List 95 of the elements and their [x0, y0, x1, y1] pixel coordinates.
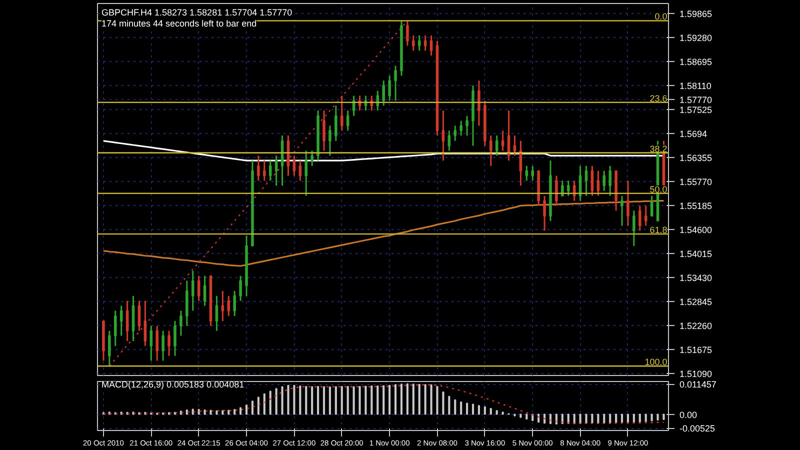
- candlestick: [162, 330, 164, 362]
- annotation: 38.2: [650, 144, 668, 154]
- y-tick-label: 1.54015: [680, 248, 712, 259]
- y-tick-label: 1.53430: [680, 272, 712, 283]
- candlestick: [454, 124, 457, 142]
- candlestick: [620, 195, 624, 227]
- candlestick: [382, 80, 385, 106]
- candlestick: [126, 300, 129, 342]
- candlestick: [590, 165, 594, 197]
- candlestick: [561, 180, 564, 197]
- y-tick-label: 1.51090: [680, 368, 712, 379]
- candlestick: [346, 110, 350, 132]
- candlestick: [531, 165, 534, 182]
- candlestick: [566, 180, 570, 197]
- candlestick: [376, 90, 380, 112]
- candlestick: [460, 120, 462, 136]
- candlestick: [501, 130, 504, 152]
- candlestick: [239, 275, 242, 302]
- candlestick: [197, 275, 200, 302]
- candlestick: [596, 170, 600, 197]
- annotation: 100.0: [644, 357, 668, 368]
- candlestick: [418, 34, 421, 52]
- y-tick-label: 1.52845: [680, 296, 712, 307]
- annotation: 23.6: [650, 93, 668, 104]
- candlestick: [340, 95, 344, 132]
- candlestick: [406, 20, 409, 46]
- candlestick: [650, 195, 654, 217]
- candlestick: [478, 80, 480, 126]
- candlestick: [233, 290, 236, 317]
- candlestick: [466, 115, 468, 136]
- candlestick: [328, 124, 332, 156]
- text: 174 minutes 44 seconds left to bar end: [102, 18, 257, 28]
- candlestick: [262, 160, 266, 182]
- candlestick: [150, 325, 153, 362]
- candlestick: [138, 300, 141, 332]
- candlestick: [608, 165, 612, 197]
- candlestick: [430, 34, 433, 56]
- y-tick-label: 1.55185: [680, 200, 712, 211]
- candlestick: [334, 104, 338, 142]
- y-tick-label: 1.57525: [680, 105, 712, 116]
- candlestick: [108, 330, 111, 367]
- y-tick-label: 1.5694: [680, 129, 708, 140]
- line-series: [102, 200, 665, 267]
- candlestick: [120, 305, 123, 336]
- candlestick: [495, 134, 498, 156]
- candlestick: [191, 270, 194, 312]
- y-tick-label: 1.54600: [680, 224, 712, 235]
- candlestick: [412, 34, 415, 52]
- y-tick-label: -0.00525: [680, 424, 716, 434]
- candlestick: [268, 160, 272, 182]
- candlestick: [180, 310, 182, 336]
- y-tick-label: 1.58695: [680, 57, 712, 68]
- candlestick: [322, 110, 326, 152]
- candlestick: [489, 134, 492, 167]
- candlestick: [203, 275, 206, 307]
- candlestick: [602, 170, 606, 192]
- y-tick-label: 1.57770: [680, 94, 712, 105]
- candlestick: [448, 130, 451, 152]
- candlestick: [304, 150, 308, 197]
- y-tick-label: 1.56355: [680, 153, 712, 164]
- annotation: 50.0: [650, 184, 668, 194]
- y-tick-label: 0.00: [680, 410, 698, 420]
- candlestick: [638, 204, 642, 232]
- candlestick: [442, 110, 445, 162]
- candlestick: [555, 175, 558, 206]
- candlestick: [525, 165, 528, 182]
- y-tick-label: 1.58110: [680, 81, 712, 92]
- candlestick: [310, 150, 314, 167]
- text: GBPCHF.H4 1.58273 1.58281 1.57704 1.57770: [102, 8, 292, 18]
- candlestick: [114, 310, 117, 347]
- candlestick: [156, 325, 158, 362]
- candlestick: [168, 330, 170, 357]
- candlestick: [227, 295, 230, 317]
- annotation: 0.0: [654, 12, 668, 22]
- candlestick: [584, 165, 588, 197]
- y-tick-label: 1.59280: [680, 33, 712, 44]
- candlestick: [144, 300, 147, 347]
- candlestick: [632, 210, 636, 247]
- candlestick: [543, 195, 546, 232]
- candlestick: [298, 160, 302, 182]
- candlestick: [388, 74, 391, 102]
- candlestick: [644, 204, 648, 227]
- candlestick: [394, 65, 397, 102]
- y-tick-label: 1.52260: [680, 320, 712, 331]
- candlestick: [292, 154, 296, 177]
- y-tick-label: 1.55770: [680, 177, 712, 187]
- annotation: 61.8: [650, 225, 668, 235]
- y-tick-label: 1.51675: [680, 344, 712, 355]
- y-tick-label: 1.59865: [680, 9, 712, 20]
- candlestick: [274, 154, 278, 186]
- candlestick: [257, 154, 260, 182]
- y-tick-label: 0.011457: [680, 380, 716, 390]
- candlestick: [626, 180, 630, 227]
- candlestick: [174, 320, 176, 357]
- candlestick: [215, 295, 218, 332]
